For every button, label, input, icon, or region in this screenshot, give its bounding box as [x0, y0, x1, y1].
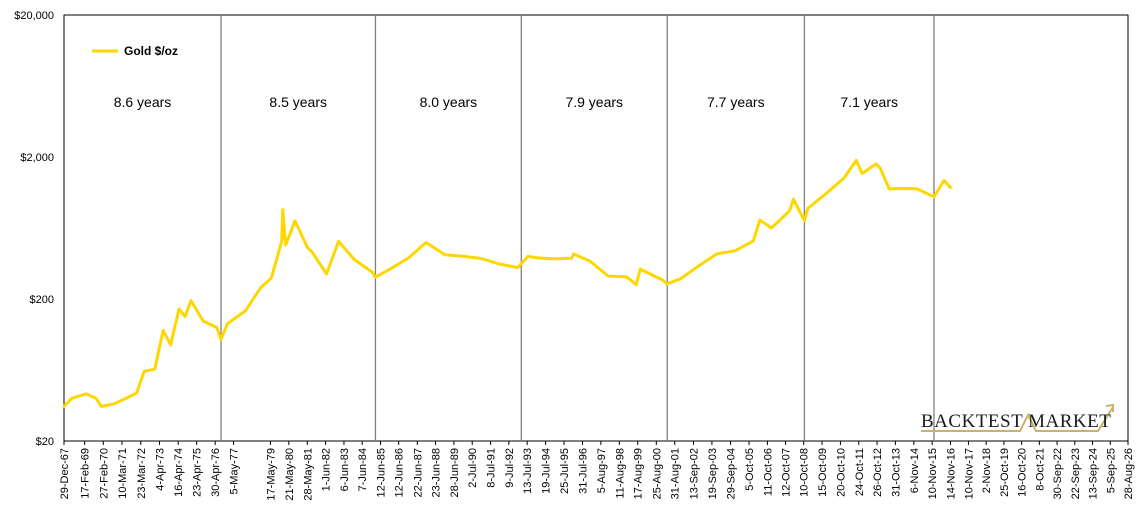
x-tick-label: 29-Dec-67: [59, 448, 71, 499]
y-axis: $20 $200 $2,000 $20,000: [14, 10, 54, 448]
x-tick-label: 13-Jul-93: [522, 448, 534, 494]
y-tick-label: $20,000: [14, 10, 54, 22]
x-tick-label: 20-Oct-10: [835, 448, 847, 497]
x-tick-label: 13-Sep-02: [689, 448, 701, 499]
x-tick-label: 10-Nov-15: [927, 448, 939, 499]
x-tick-label: 11-Oct-06: [762, 448, 774, 496]
logo-line: [921, 406, 1114, 432]
x-tick-label: 5-Aug-97: [596, 448, 608, 493]
x-tick-label: 29-Sep-04: [726, 448, 738, 499]
x-tick-label: 17-May-79: [265, 448, 277, 501]
x-tick-label: 31-Oct-13: [890, 448, 902, 497]
x-tick-label: 31-Jul-96: [578, 448, 590, 494]
x-tick-label: 30-Apr-76: [210, 448, 222, 497]
x-tick-label: 16-Apr-74: [173, 448, 185, 497]
period-label: 7.1 years: [840, 94, 898, 110]
x-tick-label: 5-Sep-25: [1105, 448, 1117, 493]
x-tick-label: 26-Oct-12: [872, 448, 884, 497]
x-tick-label: 10-Mar-71: [117, 448, 129, 499]
x-tick-label: 23-Jun-88: [431, 448, 443, 498]
x-tick-label: 8-Jul-91: [486, 448, 498, 488]
y-tick-label: $20: [36, 436, 54, 448]
period-label: 7.7 years: [707, 94, 765, 110]
x-tick-label: 31-Aug-01: [670, 448, 682, 499]
x-tick-label: 12-Oct-07: [781, 448, 793, 497]
x-tick-label: 25-Oct-19: [999, 448, 1011, 497]
x-tick-label: 12-Jun-86: [394, 448, 406, 498]
x-tick-label: 30-Sep-22: [1052, 448, 1064, 499]
x-tick-label: 28-Aug-26: [1123, 448, 1135, 499]
x-tick-label: 7-Jun-84: [357, 448, 369, 491]
x-tick-label: 19-Jul-94: [541, 448, 553, 494]
x-tick-label: 16-Oct-20: [1017, 448, 1029, 497]
x-tick-label: 5-May-77: [229, 448, 241, 494]
x-tick-label: 10-Oct-08: [799, 448, 811, 497]
x-tick-label: 25-Aug-00: [651, 448, 663, 499]
x-tick-label: 22-Sep-23: [1070, 448, 1082, 499]
x-tick-label: 8-Oct-21: [1034, 448, 1046, 491]
logo-arrow-head: [1105, 403, 1114, 412]
x-axis: 29-Dec-67 17-Feb-69 27-Feb-70 10-Mar-71 23-M…: [59, 441, 1135, 501]
gold-series: [62, 158, 952, 408]
x-tick-label: 27-Feb-70: [98, 448, 110, 499]
x-tick-label: 2-Nov-18: [981, 448, 993, 493]
backtest-market-logo: BACKTEST MARKET: [921, 403, 1114, 432]
y-tick-label: $200: [30, 294, 54, 306]
x-tick-label: 19-Sep-03: [707, 448, 719, 499]
x-tick-label: 24-Oct-11: [854, 448, 866, 496]
legend-label: Gold $/oz: [124, 44, 178, 58]
period-label: 8.6 years: [114, 94, 172, 110]
period-label: 7.9 years: [565, 94, 623, 110]
x-tick-label: 17-Aug-99: [633, 448, 645, 499]
x-tick-label: 6-Nov-14: [909, 448, 921, 493]
x-tick-label: 11-Aug-98: [614, 448, 626, 499]
x-tick-label: 14-Nov-16: [946, 448, 958, 499]
x-tick-label: 23-Apr-75: [192, 448, 204, 497]
x-tick-label: 9-Jul-92: [504, 448, 516, 488]
x-tick-label: 2-Jul-90: [467, 448, 479, 488]
x-tick-label: 28-Jun-89: [449, 448, 461, 498]
logo-text: BACKTEST MARKET: [921, 411, 1111, 432]
period-label: 8.5 years: [269, 94, 327, 110]
x-tick-label: 28-May-81: [302, 448, 314, 501]
gold-price-line: [62, 158, 952, 408]
x-tick-label: 10-Nov-17: [963, 448, 975, 499]
x-tick-label: 1-Jun-82: [321, 448, 333, 491]
x-tick-label: 5-Oct-05: [744, 448, 756, 491]
x-tick-label: 4-Apr-73: [154, 448, 166, 491]
x-tick-label: 25-Jul-95: [559, 448, 571, 494]
plot-area: [63, 14, 1129, 442]
period-markers: 8.6 years 8.5 years 8.0 years 7.9 years 7.7 …: [114, 15, 935, 441]
x-tick-label: 15-Oct-09: [817, 448, 829, 497]
x-tick-label: 21-May-80: [284, 448, 296, 501]
x-tick-label: 22-Jun-87: [412, 448, 424, 498]
x-tick-label: 6-Jun-83: [339, 448, 351, 491]
y-tick-label: $2,000: [20, 152, 54, 164]
x-tick-label: 13-Sep-24: [1088, 448, 1100, 499]
x-tick-label: 17-Feb-69: [80, 448, 92, 499]
x-tick-label: 23-Mar-72: [136, 448, 148, 499]
period-label: 8.0 years: [420, 94, 478, 110]
legend: Gold $/oz: [92, 44, 178, 58]
x-tick-label: 12-Jun-85: [376, 448, 388, 498]
